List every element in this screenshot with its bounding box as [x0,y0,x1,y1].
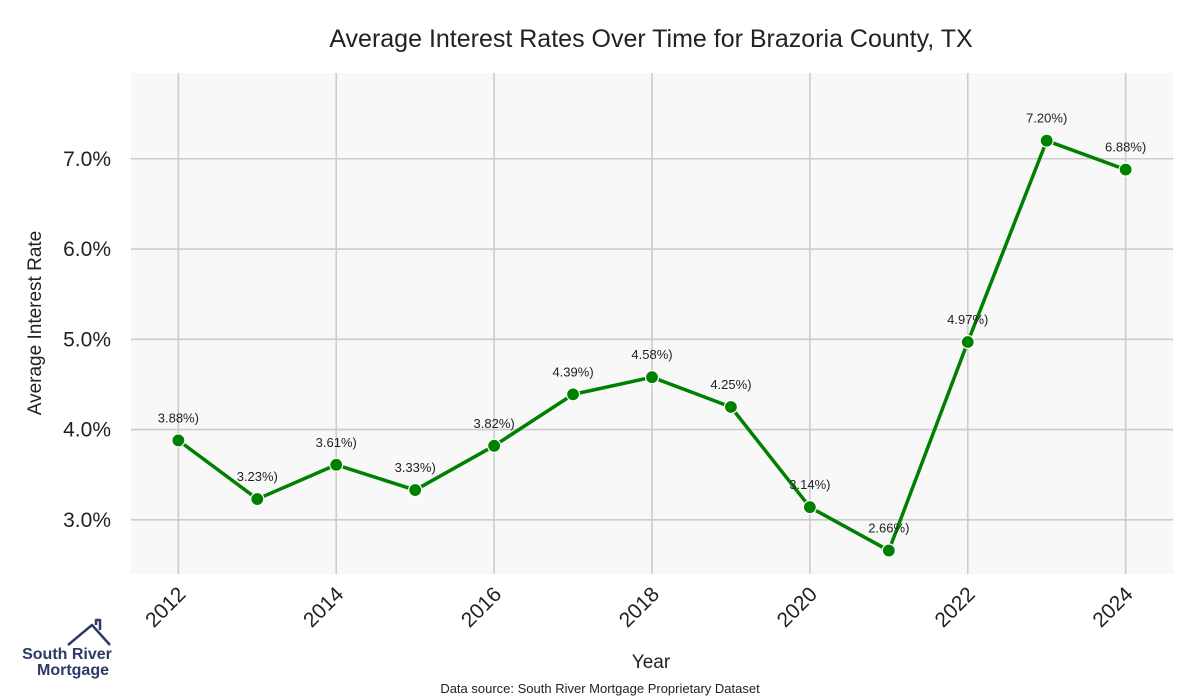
data-label-2012: 3.88%) [158,410,199,425]
y-tick-label: 5.0% [63,328,111,351]
data-label-2022: 4.97%) [947,312,988,327]
grid [131,73,1173,574]
x-axis-ticks: 2012 2014 2016 2018 2020 2022 2024 [141,583,1138,633]
data-point-2016 [487,438,502,453]
data-label-2019: 4.25%) [710,377,751,392]
data-point-2013 [250,491,265,507]
data-point-2015 [408,482,423,498]
data-point-2022 [960,334,975,350]
data-label-2017: 4.39%) [552,364,593,379]
data-label-2015: 3.33%) [395,460,436,475]
data-point-2021 [881,543,896,558]
data-point-2019 [723,399,739,415]
data-label-2021: 2.66%) [868,521,909,536]
data-point-2012 [171,433,186,448]
data-label-2016: 3.82%) [474,416,515,431]
logo-line-1: South River [22,646,112,663]
data-point-2017 [565,387,581,402]
data-point-2023 [1039,133,1054,148]
x-tick-label: 2022 [931,583,980,632]
data-label-2013: 3.23%) [237,469,278,484]
y-tick-label: 6.0% [63,238,111,261]
company-logo: South River Mortgage [22,618,112,679]
data-label-2020: 3.14%) [789,477,830,492]
data-point-2014 [329,457,344,472]
x-tick-label: 2014 [299,583,349,633]
data-label-2014: 3.61%) [316,435,357,450]
y-axis-ticks: 3.0% 4.0% 5.0% 6.0% 7.0% [63,148,111,532]
chart-title: Average Interest Rates Over Time for Bra… [329,25,973,53]
y-axis-label: Average Interest Rate [25,231,46,415]
y-tick-label: 7.0% [63,148,111,171]
data-point-2020 [802,500,817,515]
x-tick-label: 2020 [773,583,822,632]
data-label-2024: 6.88%) [1105,140,1146,155]
y-tick-label: 3.0% [63,509,111,532]
data-label-2018: 4.58%) [631,347,672,362]
y-tick-label: 4.0% [63,419,111,442]
data-source-note: Data source: South River Mortgage Propri… [440,681,760,696]
x-tick-label: 2018 [615,583,664,632]
data-point-2018 [644,370,660,385]
data-labels: 3.88%) 3.23%) 3.61%) 3.33%) 3.82%) 4.39%) 4.58… [158,111,1146,536]
x-tick-label: 2024 [1088,583,1138,633]
logo-line-2: Mortgage [37,662,109,679]
x-tick-label: 2012 [141,583,190,632]
x-axis-label: Year [632,652,671,673]
x-tick-label: 2016 [457,583,506,632]
house-roof-icon [67,618,111,646]
data-label-2023: 7.20%) [1026,111,1067,126]
series [171,133,1133,558]
data-point-2024 [1118,162,1133,177]
